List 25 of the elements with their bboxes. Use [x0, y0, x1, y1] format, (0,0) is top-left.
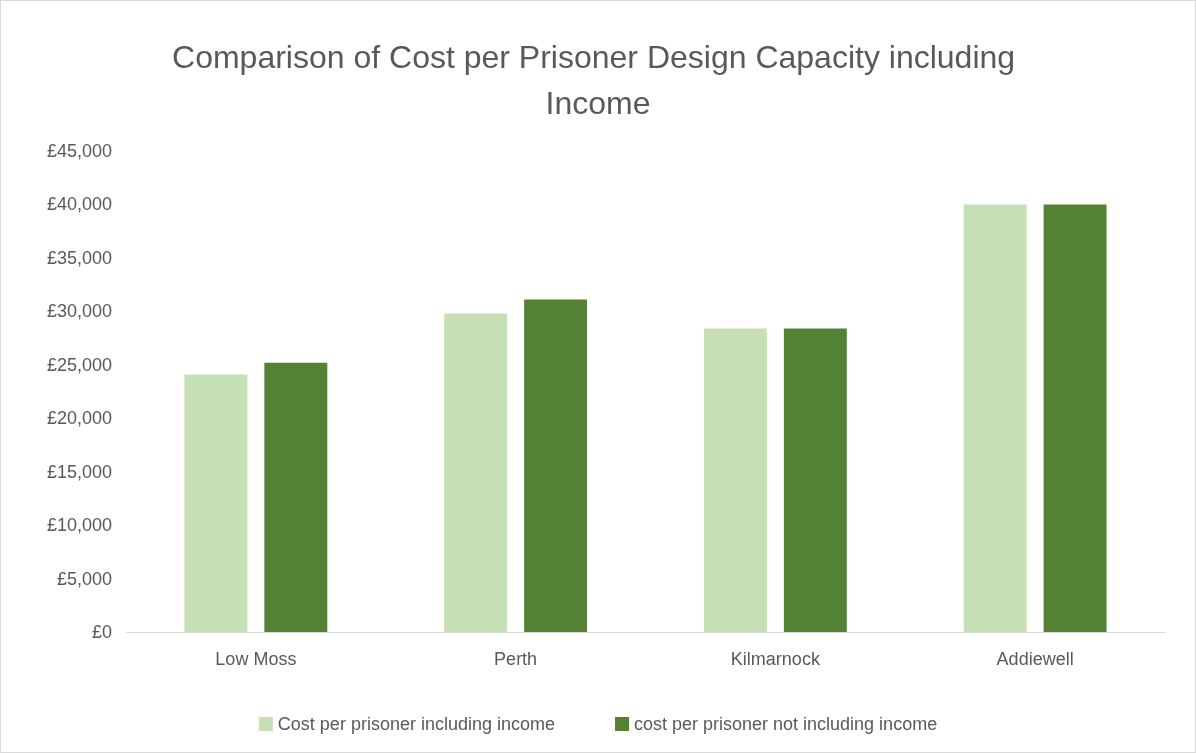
x-tick-label: Kilmarnock	[730, 649, 821, 669]
y-tick-label: £25,000	[46, 354, 112, 375]
y-tick-label: £40,000	[46, 194, 112, 215]
bar	[703, 328, 767, 632]
bar	[524, 299, 588, 632]
legend-label: Cost per prisoner including income	[277, 714, 555, 734]
legend-label: cost per prisoner not including income	[633, 714, 938, 734]
bar	[1043, 204, 1107, 632]
bar	[963, 204, 1027, 632]
chart-title: Comparison of Cost per Prisoner Design Capacity including Income	[172, 39, 1024, 121]
y-tick-label: £35,000	[46, 247, 112, 268]
y-tick-label: £45,000	[46, 141, 112, 161]
bar	[444, 313, 508, 632]
y-tick-label: £20,000	[46, 408, 112, 429]
bar	[264, 362, 328, 632]
bar	[783, 328, 847, 632]
x-tick-label: Addiewell	[996, 649, 1074, 669]
y-tick-label: £10,000	[46, 515, 112, 536]
x-tick-label: Low Moss	[215, 649, 297, 669]
x-tick-label: Perth	[494, 649, 538, 669]
y-tick-label: £0	[91, 622, 112, 642]
y-tick-label: £30,000	[46, 301, 112, 322]
y-tick-label: £5,000	[56, 568, 112, 589]
bar	[184, 374, 248, 632]
y-tick-label: £15,000	[46, 461, 112, 482]
